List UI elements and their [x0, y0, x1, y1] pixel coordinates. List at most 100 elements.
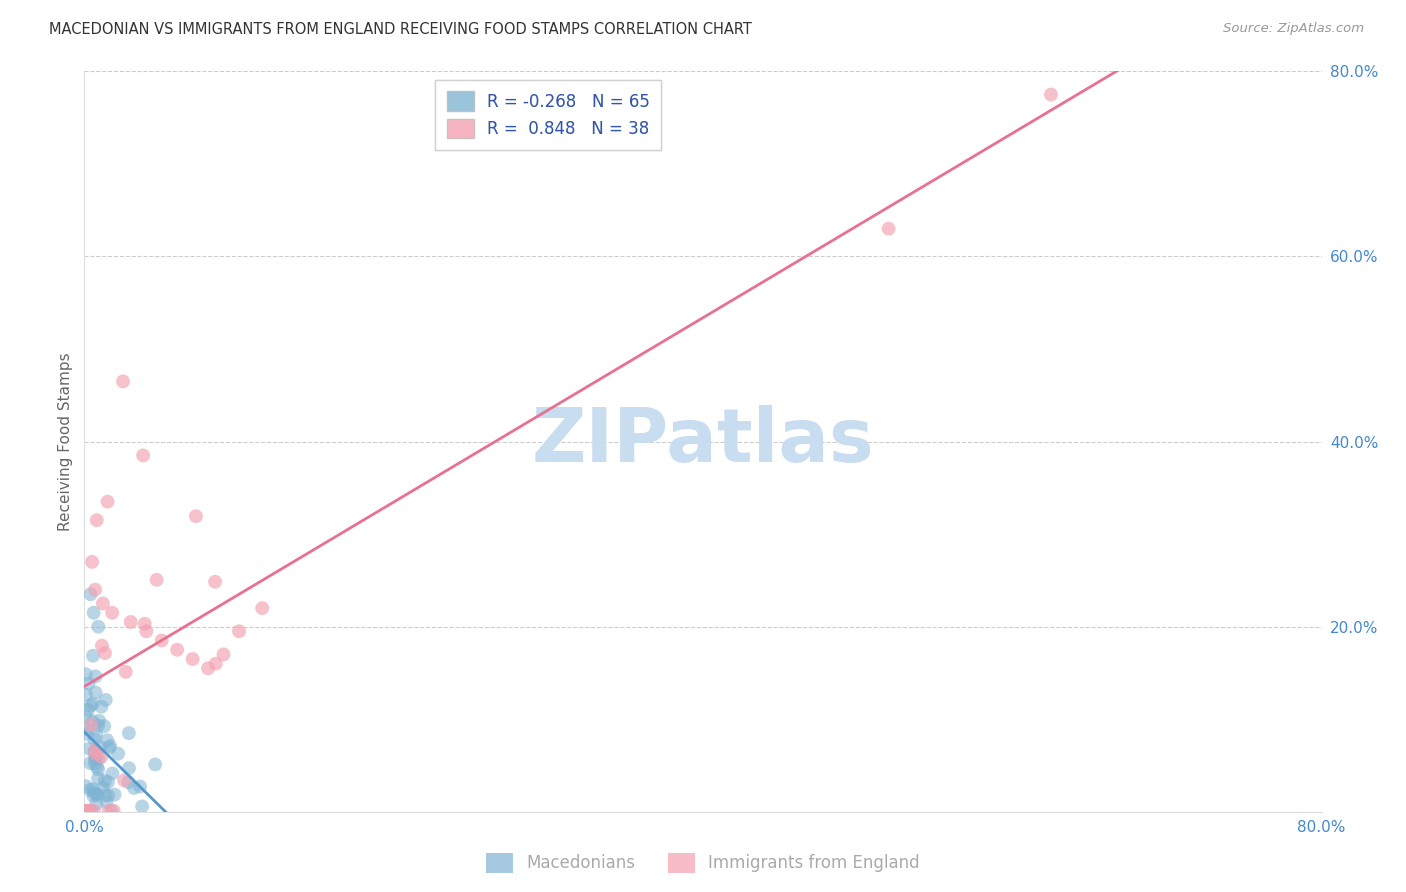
- Point: [77, 703, 100, 717]
- Point: [90, 699, 112, 714]
- Point: [83, 786, 105, 800]
- Point: [82, 555, 104, 569]
- Point: [93, 719, 115, 733]
- Point: [86, 513, 108, 527]
- Point: [87, 762, 110, 776]
- Point: [84, 743, 107, 757]
- Point: [94, 646, 117, 660]
- Point: [75, 722, 97, 736]
- Point: [96, 494, 118, 508]
- Point: [84, 747, 107, 761]
- Point: [80, 718, 103, 732]
- Point: [94, 693, 117, 707]
- Point: [181, 652, 204, 666]
- Point: [80, 804, 103, 818]
- Point: [82, 697, 104, 711]
- Point: [132, 449, 155, 463]
- Point: [131, 799, 153, 814]
- Point: [84, 752, 107, 766]
- Text: MACEDONIAN VS IMMIGRANTS FROM ENGLAND RECEIVING FOOD STAMPS CORRELATION CHART: MACEDONIAN VS IMMIGRANTS FROM ENGLAND RE…: [49, 22, 752, 37]
- Point: [87, 718, 110, 732]
- Point: [150, 633, 173, 648]
- Point: [91, 780, 114, 795]
- Y-axis label: Receiving Food Stamps: Receiving Food Stamps: [58, 352, 73, 531]
- Point: [75, 667, 97, 681]
- Point: [122, 780, 145, 795]
- Point: [82, 714, 104, 729]
- Point: [97, 775, 120, 789]
- Point: [96, 733, 118, 747]
- Point: [112, 375, 135, 389]
- Legend: R = -0.268   N = 65, R =  0.848   N = 38: R = -0.268 N = 65, R = 0.848 N = 38: [436, 79, 661, 150]
- Point: [75, 779, 97, 793]
- Point: [101, 766, 124, 780]
- Point: [84, 685, 107, 699]
- Point: [75, 709, 97, 723]
- Point: [84, 727, 107, 741]
- Point: [98, 740, 121, 755]
- Point: [79, 756, 101, 771]
- Point: [83, 606, 105, 620]
- Point: [94, 788, 117, 802]
- Text: ZIPatlas: ZIPatlas: [531, 405, 875, 478]
- Point: [89, 739, 111, 754]
- Text: Source: ZipAtlas.com: Source: ZipAtlas.com: [1223, 22, 1364, 36]
- Legend: Macedonians, Immigrants from England: Macedonians, Immigrants from England: [479, 847, 927, 880]
- Point: [82, 648, 104, 663]
- Point: [83, 804, 105, 818]
- Point: [77, 804, 100, 818]
- Point: [83, 732, 105, 747]
- Point: [94, 773, 117, 788]
- Point: [82, 782, 104, 797]
- Point: [107, 747, 129, 761]
- Point: [98, 739, 121, 753]
- Point: [86, 797, 108, 811]
- Point: [118, 761, 141, 775]
- Point: [129, 780, 152, 794]
- Point: [205, 657, 228, 671]
- Point: [83, 745, 105, 759]
- Point: [87, 714, 110, 728]
- Point: [100, 804, 122, 818]
- Point: [86, 788, 108, 802]
- Point: [96, 795, 118, 809]
- Point: [79, 783, 101, 797]
- Point: [103, 804, 125, 818]
- Point: [87, 619, 110, 633]
- Point: [97, 804, 120, 818]
- Point: [76, 804, 98, 818]
- Point: [212, 648, 235, 662]
- Point: [84, 751, 107, 765]
- Point: [103, 788, 125, 802]
- Point: [86, 787, 108, 801]
- Point: [75, 688, 97, 702]
- Point: [228, 624, 250, 639]
- Point: [197, 661, 219, 675]
- Point: [166, 642, 188, 657]
- Point: [91, 597, 114, 611]
- Point: [184, 509, 207, 524]
- Point: [101, 606, 124, 620]
- Point: [135, 624, 157, 639]
- Point: [76, 727, 98, 741]
- Point: [84, 669, 107, 683]
- Point: [87, 751, 110, 765]
- Point: [77, 676, 100, 690]
- Point: [77, 741, 100, 756]
- Point: [114, 665, 136, 679]
- Point: [250, 601, 273, 615]
- Point: [145, 573, 167, 587]
- Point: [204, 574, 226, 589]
- Point: [75, 804, 97, 818]
- Point: [84, 582, 107, 597]
- Point: [90, 749, 112, 764]
- Point: [118, 726, 141, 740]
- Point: [87, 772, 110, 786]
- Point: [143, 757, 166, 772]
- Point: [83, 756, 105, 771]
- Point: [86, 759, 108, 773]
- Point: [1039, 87, 1063, 102]
- Point: [120, 615, 142, 629]
- Point: [134, 616, 156, 631]
- Point: [112, 773, 135, 788]
